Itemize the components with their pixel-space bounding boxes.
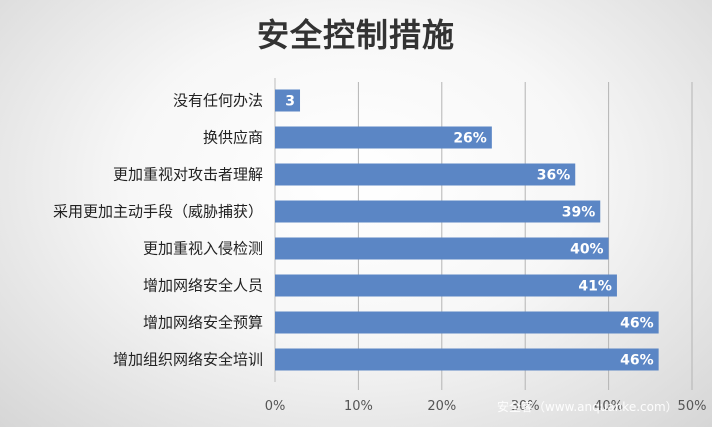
bar-value-label: 40%	[570, 242, 604, 258]
bar	[275, 274, 617, 297]
bar-value-label: 3	[285, 94, 295, 110]
bar	[275, 163, 576, 186]
bar-value-label: 36%	[537, 168, 571, 184]
bar-value-label: 41%	[578, 279, 612, 295]
category-label: 换供应商	[203, 129, 263, 147]
chart-title: 安全控制措施	[256, 16, 455, 54]
category-label: 更加重视入侵检测	[143, 240, 263, 258]
bar-value-label: 26%	[453, 131, 487, 147]
category-label: 增加组织网络安全培训	[113, 351, 263, 369]
category-label: 增加网络安全人员	[143, 277, 263, 295]
category-label: 增加网络安全预算	[143, 314, 263, 332]
category-label: 采用更加主动手段（威胁捕获）	[53, 203, 263, 221]
watermark: 安全客（www.anquanke.com）	[497, 400, 678, 414]
bar	[275, 89, 301, 112]
x-tick-label: 30%	[511, 399, 540, 414]
bar	[275, 348, 659, 371]
bar-value-label: 46%	[620, 316, 654, 332]
bar	[275, 126, 492, 149]
bar-value-label: 39%	[562, 205, 596, 221]
x-tick-label: 50%	[678, 399, 707, 414]
x-tick-label: 10%	[344, 399, 373, 414]
x-tick-label: 20%	[427, 399, 456, 414]
x-tick-label: 40%	[594, 399, 623, 414]
bar	[275, 200, 601, 223]
bar	[275, 311, 659, 334]
x-tick-label: 0%	[265, 399, 286, 414]
category-label: 没有任何办法	[173, 92, 263, 110]
bar-value-label: 46%	[620, 353, 654, 369]
category-label: 更加重视对攻击者理解	[113, 166, 263, 184]
bar	[275, 237, 609, 260]
